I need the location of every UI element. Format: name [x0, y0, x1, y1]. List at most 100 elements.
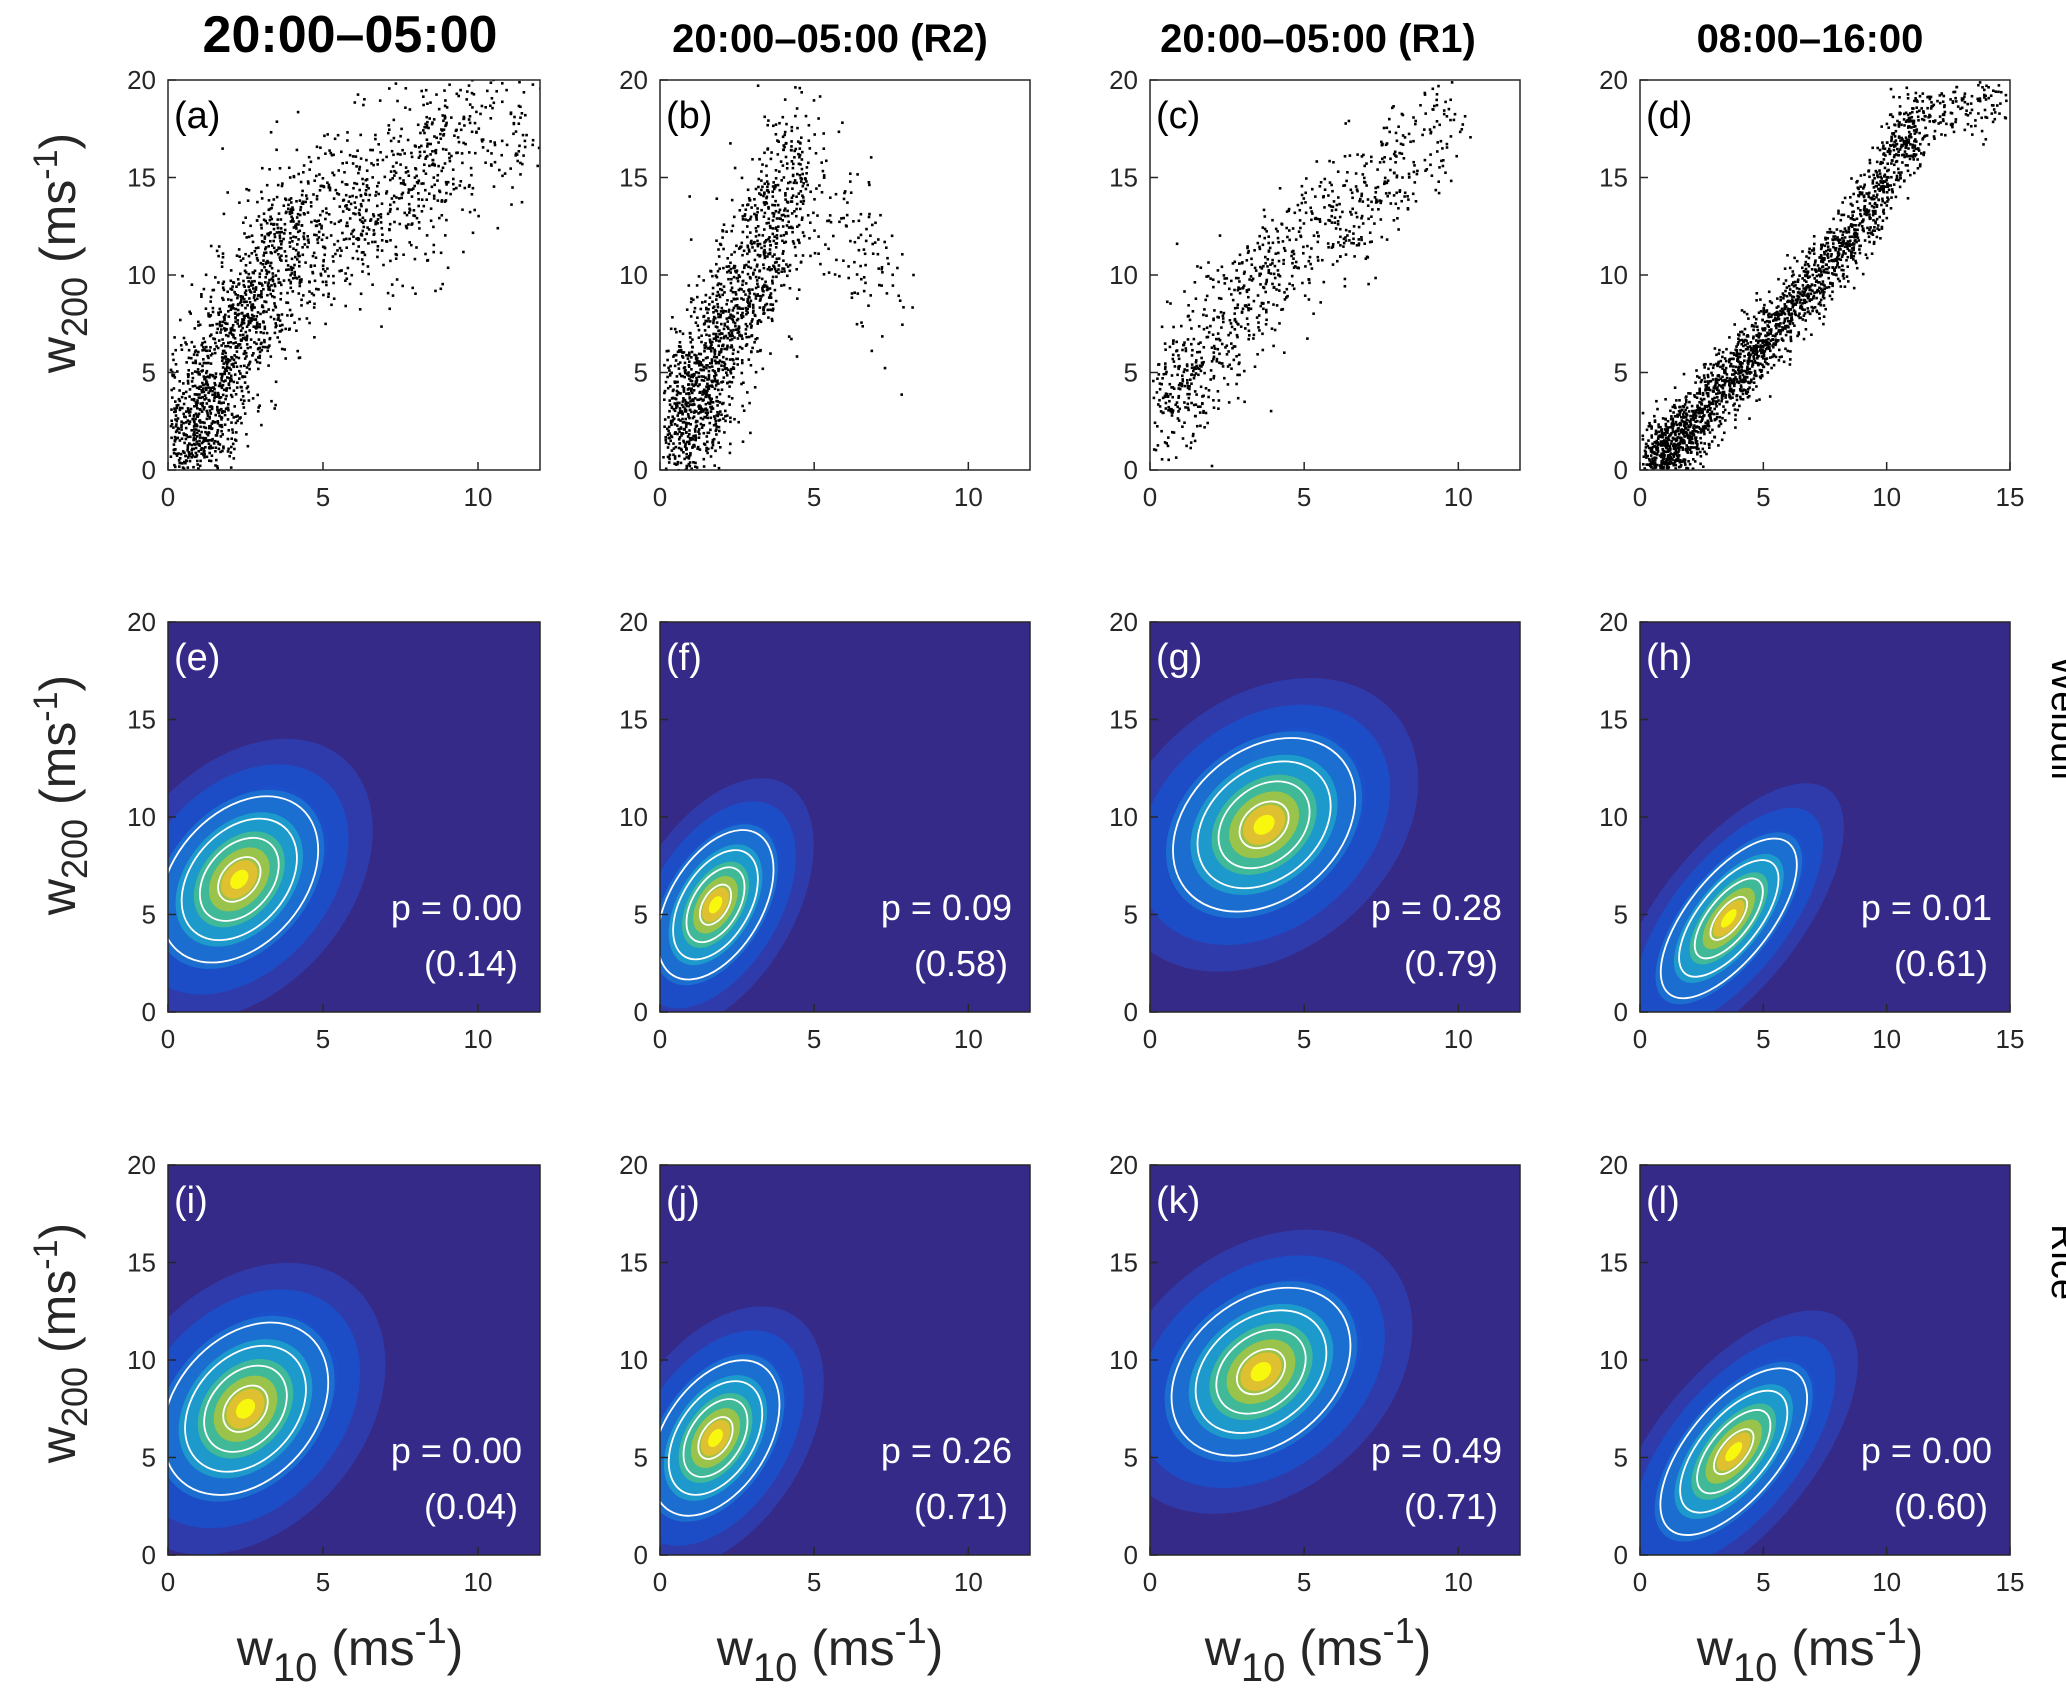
point	[456, 151, 459, 154]
point	[707, 325, 710, 329]
point	[170, 419, 173, 423]
point	[314, 224, 318, 228]
point	[1393, 150, 1397, 154]
point	[1332, 161, 1335, 164]
point	[204, 349, 208, 352]
point	[1445, 142, 1449, 146]
point	[425, 198, 428, 201]
point	[174, 418, 177, 421]
point	[319, 213, 322, 217]
point	[205, 409, 209, 413]
point	[741, 230, 745, 234]
point	[812, 99, 816, 102]
point	[1307, 278, 1311, 281]
point	[707, 373, 711, 377]
point	[834, 192, 838, 196]
point	[479, 112, 482, 116]
point	[1732, 365, 1735, 368]
point	[247, 399, 251, 402]
point	[1227, 333, 1230, 337]
point	[700, 375, 703, 378]
point	[236, 414, 239, 418]
point	[352, 186, 355, 190]
point	[1306, 244, 1309, 248]
point	[1880, 227, 1884, 230]
point	[1412, 139, 1415, 143]
point	[278, 167, 282, 170]
point	[1406, 195, 1409, 198]
point	[785, 263, 788, 266]
point	[702, 457, 706, 461]
point	[244, 264, 248, 267]
point	[1172, 360, 1176, 363]
point	[1331, 243, 1335, 246]
point	[1242, 284, 1246, 287]
point	[520, 112, 524, 115]
point	[208, 373, 212, 377]
point	[1171, 430, 1174, 434]
point	[1887, 147, 1891, 151]
point	[818, 184, 821, 187]
point	[398, 176, 402, 180]
point	[1157, 373, 1161, 376]
point	[242, 279, 245, 283]
point	[1383, 180, 1387, 183]
point	[1896, 147, 1899, 151]
point	[1264, 261, 1267, 265]
point	[1299, 226, 1302, 230]
point	[283, 222, 287, 226]
point	[194, 349, 198, 352]
point	[1262, 264, 1265, 268]
point	[1194, 367, 1198, 370]
point	[275, 249, 279, 252]
point	[676, 424, 679, 427]
point	[216, 420, 220, 423]
point	[243, 285, 246, 288]
point	[785, 200, 789, 204]
point	[1292, 252, 1296, 256]
point	[226, 418, 230, 421]
point	[1348, 239, 1351, 242]
point	[172, 387, 176, 390]
point	[208, 451, 211, 455]
point	[1394, 131, 1398, 135]
point	[790, 129, 794, 133]
point	[234, 415, 238, 418]
point	[1300, 184, 1304, 188]
point	[747, 260, 750, 264]
point	[273, 282, 276, 286]
point	[236, 381, 239, 384]
point	[190, 429, 193, 432]
point	[233, 447, 236, 451]
point	[1379, 199, 1383, 203]
point	[410, 195, 414, 198]
point	[337, 169, 340, 172]
point	[385, 155, 388, 159]
point	[217, 311, 220, 315]
point	[537, 146, 540, 150]
point	[1297, 230, 1301, 233]
point	[732, 315, 736, 318]
point	[1767, 341, 1771, 345]
point	[1202, 411, 1205, 414]
point	[706, 378, 709, 381]
point	[781, 239, 784, 243]
point	[1881, 197, 1884, 201]
point	[719, 336, 723, 340]
point	[1395, 174, 1399, 177]
point	[281, 323, 284, 327]
point	[402, 181, 405, 185]
point	[209, 424, 212, 428]
point	[493, 141, 496, 144]
point	[687, 442, 691, 445]
point	[714, 371, 717, 375]
point	[1321, 258, 1324, 262]
point	[1402, 157, 1406, 160]
point	[1202, 409, 1205, 413]
point	[1217, 296, 1221, 300]
point	[195, 393, 199, 396]
point	[351, 155, 355, 158]
point	[741, 218, 745, 221]
point	[355, 195, 358, 199]
